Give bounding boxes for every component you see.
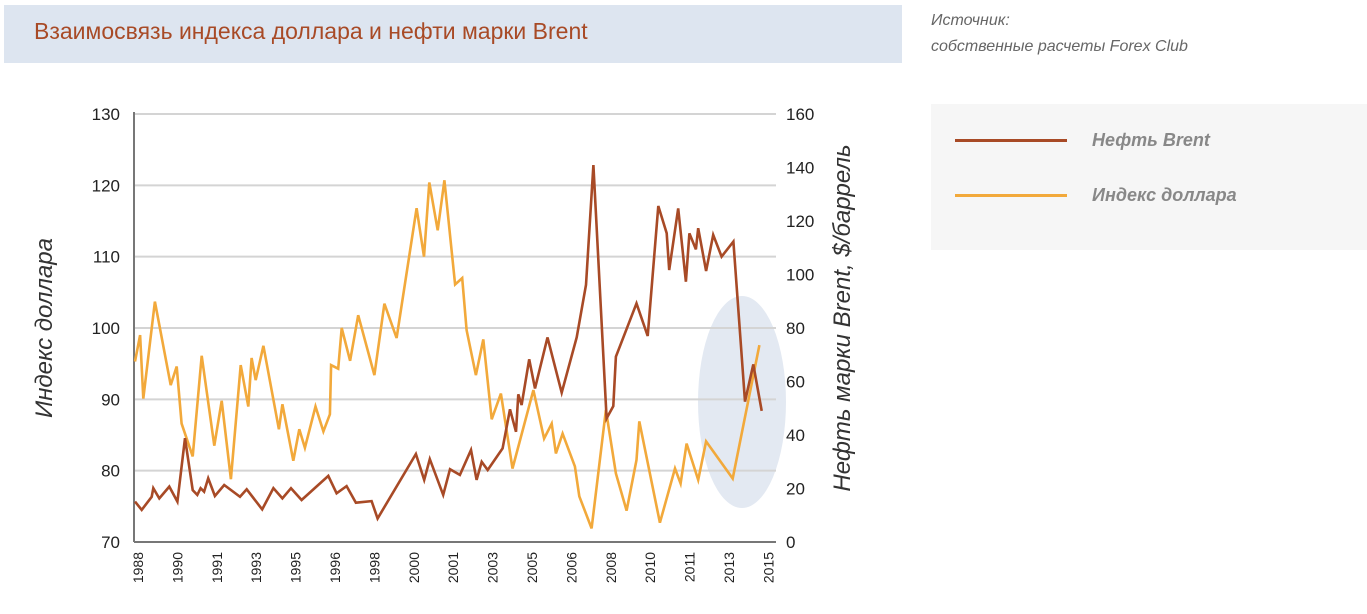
x-tick-label: 2005 [524, 552, 540, 583]
y2-tick-label: 140 [786, 159, 814, 178]
highlight-ellipse [698, 296, 786, 508]
y2-tick-label: 0 [786, 533, 795, 552]
x-tick-label: 1991 [209, 552, 225, 583]
x-tick-label: 2000 [406, 552, 422, 583]
y2-axis-title: Нефть марки Brent, $/баррель [829, 144, 856, 491]
x-tick-label: 2010 [642, 552, 658, 583]
x-tick-label: 2001 [445, 552, 461, 583]
source-text: собственные расчеты Forex Club [931, 38, 1188, 55]
legend-swatch-brent [955, 139, 1067, 142]
y-tick-label: 80 [101, 462, 120, 481]
x-tick-label: 1995 [288, 552, 304, 583]
legend-label-dollar: Индекс доллара [1092, 185, 1237, 205]
x-tick-label: 2011 [682, 552, 698, 582]
x-tick-label: 2015 [760, 552, 776, 583]
legend-label-brent: Нефть Brent [1092, 130, 1210, 150]
y2-tick-label: 160 [786, 105, 814, 124]
x-tick-label: 1998 [366, 552, 382, 583]
y2-tick-label: 40 [786, 426, 805, 445]
legend-item-dollar: Индекс доллара [955, 185, 1237, 206]
y-tick-label: 90 [101, 390, 120, 409]
x-tick-label: 2006 [563, 552, 579, 583]
y-tick-label: 70 [101, 533, 120, 552]
y-tick-label: 130 [92, 105, 120, 124]
y-tick-label: 120 [92, 176, 120, 195]
y2-tick-label: 20 [786, 480, 805, 499]
y-axis-title: Индекс доллара [31, 238, 58, 418]
x-tick-label: 2008 [603, 552, 619, 583]
series-line [133, 165, 763, 522]
y2-tick-label: 80 [786, 319, 805, 338]
legend-swatch-dollar [955, 194, 1067, 197]
source-note: Источник: собственные расчеты Forex Club [931, 8, 1188, 60]
title-band [4, 5, 902, 63]
series-dollar-index [133, 180, 761, 529]
y-tick-label: 100 [92, 319, 120, 338]
chart-title: Взаимосвязь индекса доллара и нефти марк… [34, 18, 588, 44]
y2-tick-label: 100 [786, 266, 814, 285]
x-tick-label: 2003 [485, 552, 501, 583]
x-tick-label: 1990 [169, 552, 185, 583]
source-label: Источник: [931, 12, 1010, 29]
x-tick-label: 1988 [130, 552, 146, 583]
x-tick-label: 2013 [721, 552, 737, 583]
legend-item-brent: Нефть Brent [955, 130, 1210, 151]
y2-tick-label: 60 [786, 373, 805, 392]
y2-tick-label: 120 [786, 212, 814, 231]
legend: Нефть Brent Индекс доллара [931, 104, 1367, 250]
series-brent [133, 164, 763, 522]
y-tick-label: 110 [93, 248, 120, 267]
x-tick-label: 1993 [248, 552, 264, 583]
x-tick-label: 1996 [327, 552, 343, 583]
